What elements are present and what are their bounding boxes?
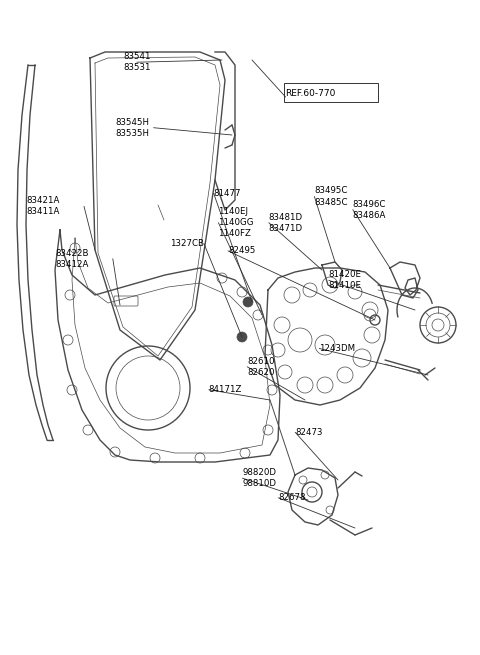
Circle shape [284, 287, 300, 303]
Circle shape [348, 285, 362, 299]
Text: 1327CB: 1327CB [170, 239, 204, 248]
Text: 83495C
83485C: 83495C 83485C [314, 187, 348, 206]
Text: 83481D
83471D: 83481D 83471D [269, 213, 303, 233]
Circle shape [274, 317, 290, 333]
Text: 83421A
83411A: 83421A 83411A [26, 196, 60, 216]
Circle shape [302, 482, 322, 502]
Circle shape [278, 365, 292, 379]
Text: 82495: 82495 [228, 246, 255, 255]
Text: 82678: 82678 [278, 493, 306, 502]
Text: 83545H
83535H: 83545H 83535H [115, 118, 149, 138]
Circle shape [337, 367, 353, 383]
Text: 81420E
81410E: 81420E 81410E [329, 271, 362, 290]
Circle shape [237, 332, 247, 342]
Text: 82610
82620: 82610 82620 [247, 357, 275, 377]
Text: 82473: 82473 [295, 428, 323, 437]
Text: 83422B
83412A: 83422B 83412A [55, 249, 89, 269]
Circle shape [288, 328, 312, 352]
Circle shape [362, 302, 378, 318]
Circle shape [315, 335, 335, 355]
Text: 1243DM: 1243DM [319, 344, 355, 353]
Circle shape [243, 297, 253, 307]
Circle shape [364, 327, 380, 343]
Text: 84171Z: 84171Z [209, 385, 242, 394]
Circle shape [317, 377, 333, 393]
Text: 81477: 81477 [214, 189, 241, 198]
Circle shape [271, 343, 285, 357]
Circle shape [303, 283, 317, 297]
Circle shape [322, 277, 338, 293]
Text: REF.60-770: REF.60-770 [286, 88, 336, 98]
Circle shape [353, 349, 371, 367]
Text: 83496C
83486A: 83496C 83486A [353, 200, 386, 219]
Circle shape [297, 377, 313, 393]
Text: 1140EJ
1140GG
1140FZ: 1140EJ 1140GG 1140FZ [218, 207, 254, 238]
Text: 83541
83531: 83541 83531 [123, 52, 151, 72]
Text: 98820D
98810D: 98820D 98810D [242, 468, 276, 488]
